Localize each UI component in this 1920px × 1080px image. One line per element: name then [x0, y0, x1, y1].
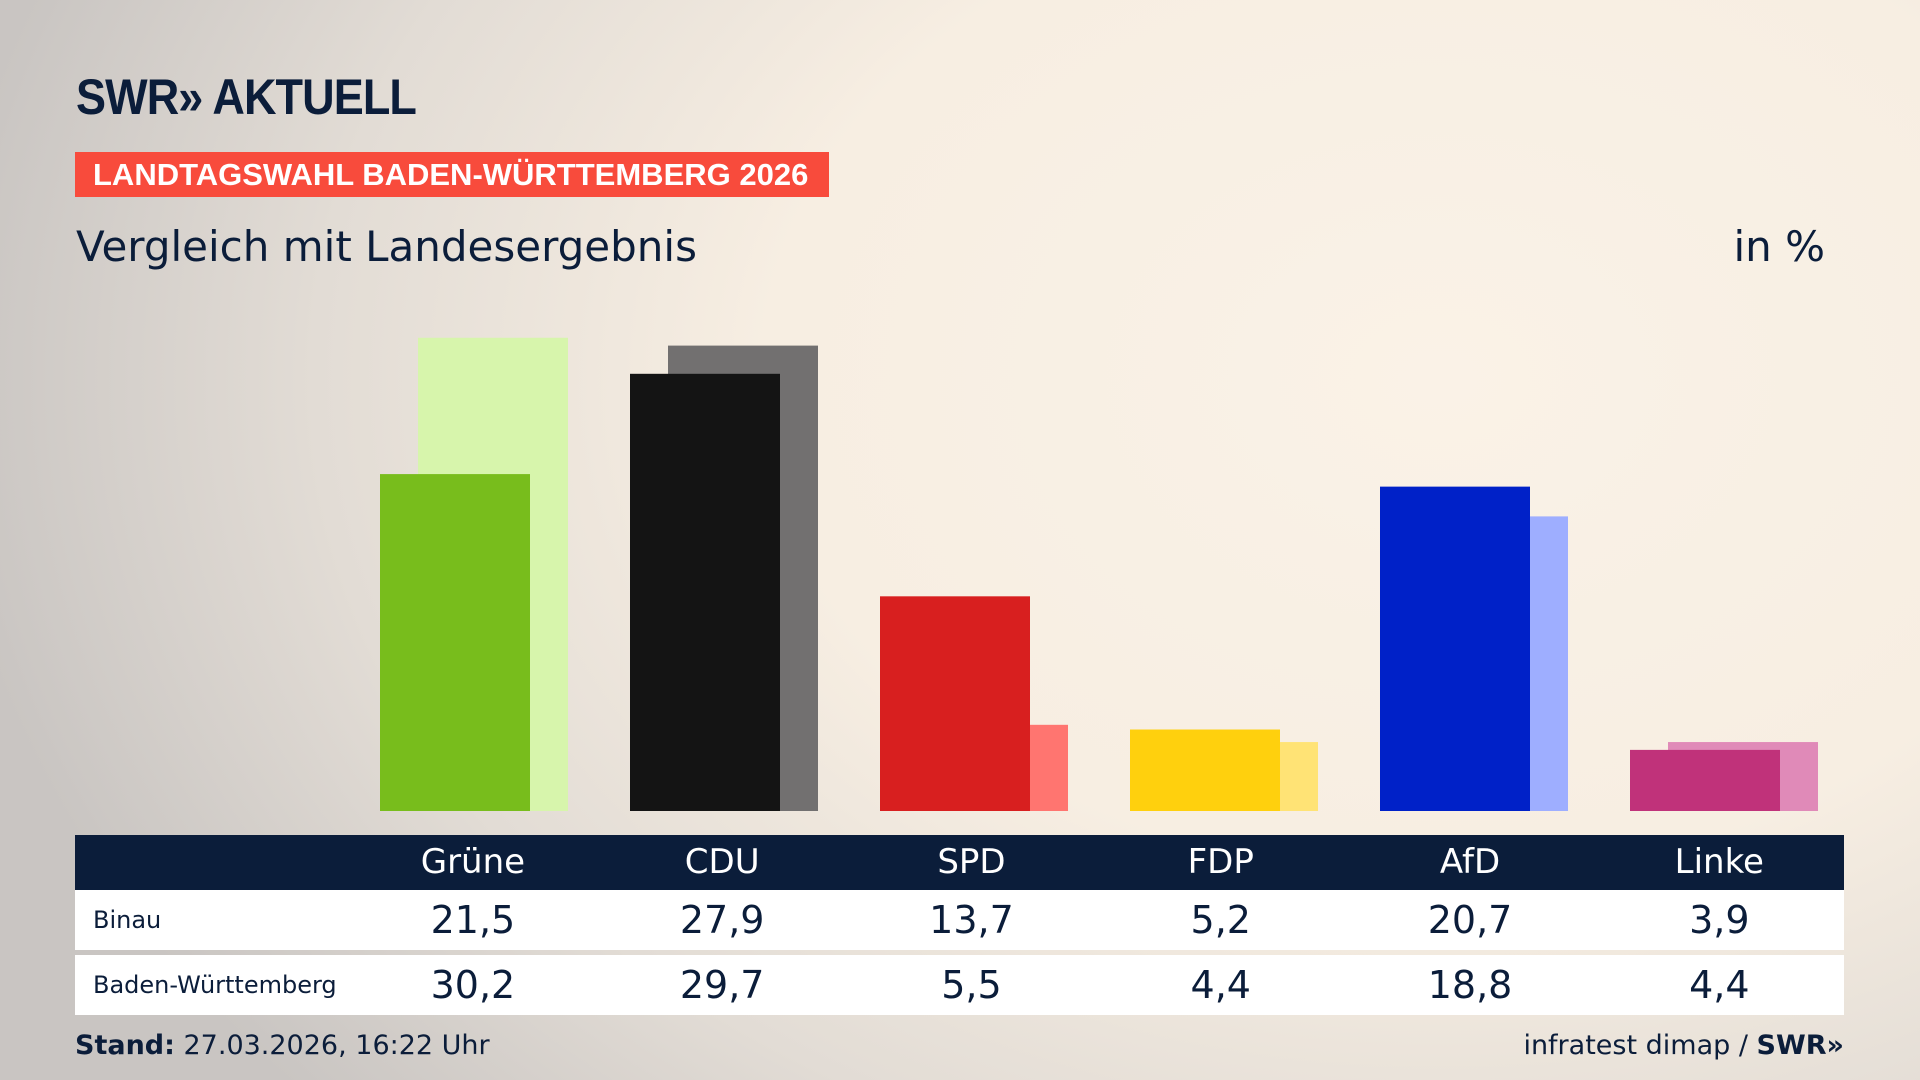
header-gruene: Grüne: [420, 842, 526, 882]
row-label: Baden-Württemberg: [93, 971, 337, 999]
cell: 20,7: [1427, 898, 1513, 942]
bar-grüne-binau: [380, 474, 530, 811]
cell: 4,4: [1190, 963, 1251, 1007]
header-fdp: FDP: [1187, 842, 1254, 882]
header-cdu: CDU: [684, 842, 760, 882]
cell: 18,8: [1427, 963, 1513, 1007]
table-row: Binau 21,5 27,9 13,7 5,2 20,7 3,9: [75, 890, 1844, 950]
cell: 29,7: [679, 963, 765, 1007]
stand-label: Stand:: [75, 1030, 175, 1061]
cell: 3,9: [1689, 898, 1750, 942]
table-header: Grüne CDU SPD FDP AfD Linke: [75, 835, 1844, 890]
cell: 27,9: [679, 898, 765, 942]
table-row: Baden-Württemberg 30,2 29,7 5,5 4,4 18,8…: [75, 955, 1844, 1015]
row-label: Binau: [93, 906, 162, 934]
bar-fdp-binau: [1130, 729, 1280, 811]
bar-spd-binau: [880, 596, 1030, 811]
bar-linke-binau: [1630, 749, 1780, 811]
swr-small-logo: SWR»: [1756, 1030, 1844, 1061]
bar-afd-binau: [1380, 486, 1530, 811]
timestamp: Stand: 27.03.2026, 16:22 Uhr: [75, 1030, 490, 1061]
bar-cdu-binau: [630, 373, 780, 811]
cell: 30,2: [430, 963, 516, 1007]
cell: 21,5: [430, 898, 516, 942]
source: infratest dimap / SWR»: [1523, 1030, 1844, 1061]
cell: 13,7: [929, 898, 1014, 942]
unit-label: in %: [1733, 222, 1825, 271]
election-banner: LANDTAGSWAHL BADEN-WÜRTTEMBERG 2026: [75, 152, 829, 197]
chart-subtitle: Vergleich mit Landesergebnis: [76, 222, 697, 271]
swr-aktuell-logo: SWR» AKTUELL: [76, 69, 417, 125]
header-afd: AfD: [1439, 842, 1501, 882]
cell: 5,5: [941, 963, 1002, 1007]
stand-value: 27.03.2026, 16:22 Uhr: [174, 1030, 490, 1061]
cell: 5,2: [1190, 898, 1251, 942]
source-text: infratest dimap /: [1523, 1030, 1757, 1061]
header-linke: Linke: [1674, 842, 1764, 882]
results-table: Grüne CDU SPD FDP AfD Linke Binau 21,5 2…: [75, 835, 1844, 1015]
header-spd: SPD: [937, 842, 1006, 882]
cell: 4,4: [1689, 963, 1750, 1007]
